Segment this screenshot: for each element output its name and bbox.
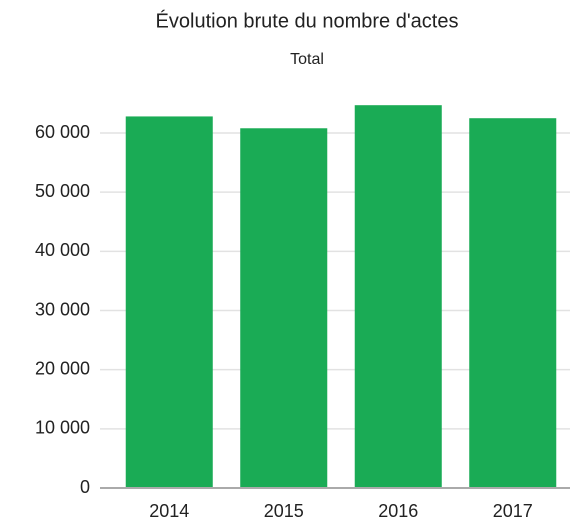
x-tick-label: 2016 bbox=[378, 501, 418, 521]
x-tick-label: 2015 bbox=[264, 501, 304, 521]
x-tick-label: 2017 bbox=[493, 501, 533, 521]
x-tick-label: 2014 bbox=[149, 501, 189, 521]
bar bbox=[125, 116, 213, 488]
y-tick-label: 20 000 bbox=[35, 358, 90, 378]
y-tick-label: 0 bbox=[80, 477, 90, 497]
chart-title: Évolution brute du nombre d'actes bbox=[156, 9, 459, 32]
bar bbox=[354, 105, 442, 489]
bar bbox=[240, 128, 328, 488]
y-tick-label: 30 000 bbox=[35, 299, 90, 319]
y-tick-label: 10 000 bbox=[35, 418, 90, 438]
y-tick-label: 40 000 bbox=[35, 240, 90, 260]
y-tick-label: 50 000 bbox=[35, 181, 90, 201]
chart-subtitle: Total bbox=[290, 51, 324, 68]
y-tick-label: 60 000 bbox=[35, 122, 90, 142]
bar bbox=[469, 118, 557, 488]
